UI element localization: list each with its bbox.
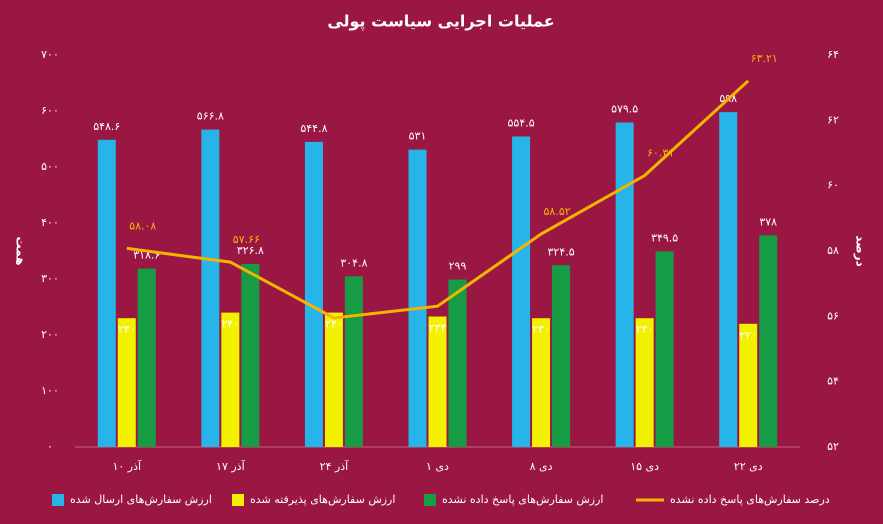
bar xyxy=(532,318,551,447)
line-label: ۵۸.۰۸ xyxy=(129,219,156,232)
legend-label: درصد سفارش‌های پاسخ داده نشده xyxy=(670,493,830,506)
y-tick-label: ۲۰۰ xyxy=(41,328,59,341)
data-label: ۵۳۱ xyxy=(409,130,427,143)
y2-tick-label: ۶۲ xyxy=(827,113,839,126)
data-label: ۲۳۳ xyxy=(429,322,447,335)
y2-tick-label: ۵۶ xyxy=(827,309,839,322)
data-label: ۵۴۴.۸ xyxy=(300,122,327,135)
bar xyxy=(304,141,323,448)
data-label: ۵۶۶.۸ xyxy=(197,110,224,123)
x-tick-label: ۱۵ دی xyxy=(630,460,659,473)
x-tick-label: ۸ دی xyxy=(530,460,553,473)
legend-marker xyxy=(232,494,244,506)
legend-label: ارزش سفارش‌های ارسال شده xyxy=(70,493,212,506)
data-label: ۲۳۰ xyxy=(636,323,654,336)
y-tick-label: ۰ xyxy=(47,440,53,453)
chart-title: عملیات اجرایی سیاست پولی xyxy=(327,12,554,32)
data-label: ۲۳۰ xyxy=(118,323,136,336)
data-label: ۳۴۹.۵ xyxy=(651,231,678,244)
x-tick-label: ۱۰ آذر xyxy=(112,459,142,473)
y-tick-label: ۷۰۰ xyxy=(41,48,59,61)
bar xyxy=(117,318,136,447)
legend-label: ارزش سفارش‌های پاسخ داده نشده xyxy=(442,493,604,506)
data-label: ۲۲۰ xyxy=(739,329,757,342)
bar xyxy=(655,251,674,447)
data-label: ۵۷۹.۵ xyxy=(611,102,638,115)
bar xyxy=(512,136,531,448)
data-label: ۳۷۸ xyxy=(759,215,777,228)
bar xyxy=(97,139,116,447)
y-tick-label: ۱۰۰ xyxy=(41,384,59,397)
bar xyxy=(201,129,220,448)
legend-label: ارزش سفارش‌های پذیرفته شده xyxy=(250,493,395,506)
data-label: ۳۲۶.۸ xyxy=(237,244,264,257)
y2-tick-label: ۵۲ xyxy=(827,440,839,453)
y2-tick-label: ۶۰ xyxy=(827,179,839,192)
legend-marker xyxy=(52,494,64,506)
x-tick-label: ۱۷ آذر xyxy=(216,459,246,473)
y2-tick-label: ۶۴ xyxy=(827,48,839,61)
bar xyxy=(552,265,571,447)
data-label: ۳۰۴.۸ xyxy=(340,256,367,269)
y-axis-title: همت xyxy=(14,236,28,265)
bar xyxy=(615,122,634,447)
data-label: ۵۵۴.۵ xyxy=(508,116,535,129)
bar xyxy=(137,268,156,447)
bar xyxy=(759,235,778,447)
legend-marker xyxy=(424,494,436,506)
y2-tick-label: ۵۸ xyxy=(827,244,839,257)
bar xyxy=(221,312,240,447)
bar xyxy=(739,323,758,447)
x-tick-label: ۱ دی xyxy=(426,460,449,473)
bar xyxy=(719,112,738,448)
bar xyxy=(344,276,363,447)
data-label: ۲۹۹ xyxy=(449,260,467,273)
line-label: ۵۷.۶۶ xyxy=(233,233,260,246)
bar xyxy=(241,263,260,447)
line-label: ۵۸.۵۲ xyxy=(544,205,571,218)
data-label: ۳۲۴.۵ xyxy=(548,245,575,258)
y-tick-label: ۶۰۰ xyxy=(41,104,59,117)
y2-tick-label: ۵۴ xyxy=(827,375,839,388)
bar xyxy=(448,279,467,447)
x-tick-label: ۲۲ دی xyxy=(734,460,763,473)
y2-axis-title: درصد xyxy=(854,235,868,267)
data-label: ۵۴۸.۶ xyxy=(93,120,120,133)
line xyxy=(126,79,750,320)
bar xyxy=(408,149,427,447)
y-tick-label: ۴۰۰ xyxy=(41,216,59,229)
bar xyxy=(635,318,654,447)
line-label: ۶۳.۲۱ xyxy=(751,52,778,65)
y-tick-label: ۵۰۰ xyxy=(41,160,59,173)
y-tick-label: ۳۰۰ xyxy=(41,272,59,285)
data-label: ۲۳۰ xyxy=(532,323,550,336)
bar xyxy=(324,312,343,447)
bar xyxy=(428,316,447,447)
line-label: ۶۰.۳۱ xyxy=(647,147,674,160)
data-label: ۲۴۰ xyxy=(221,318,239,331)
data-label: ۲۴۰ xyxy=(325,318,343,331)
x-tick-label: ۲۴ آذر xyxy=(320,459,350,473)
